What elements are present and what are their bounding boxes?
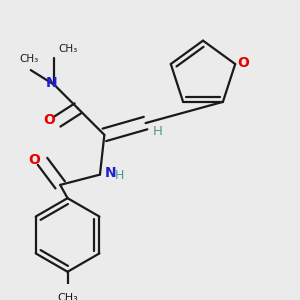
- Text: H: H: [152, 125, 162, 138]
- Text: CH₃: CH₃: [57, 293, 78, 300]
- Text: N: N: [46, 76, 58, 90]
- Text: O: O: [238, 56, 249, 70]
- Text: CH₃: CH₃: [20, 54, 39, 64]
- Text: N: N: [104, 166, 116, 180]
- Text: CH₃: CH₃: [59, 44, 78, 54]
- Text: O: O: [43, 113, 55, 127]
- Text: H: H: [114, 169, 124, 182]
- Text: O: O: [28, 153, 40, 167]
